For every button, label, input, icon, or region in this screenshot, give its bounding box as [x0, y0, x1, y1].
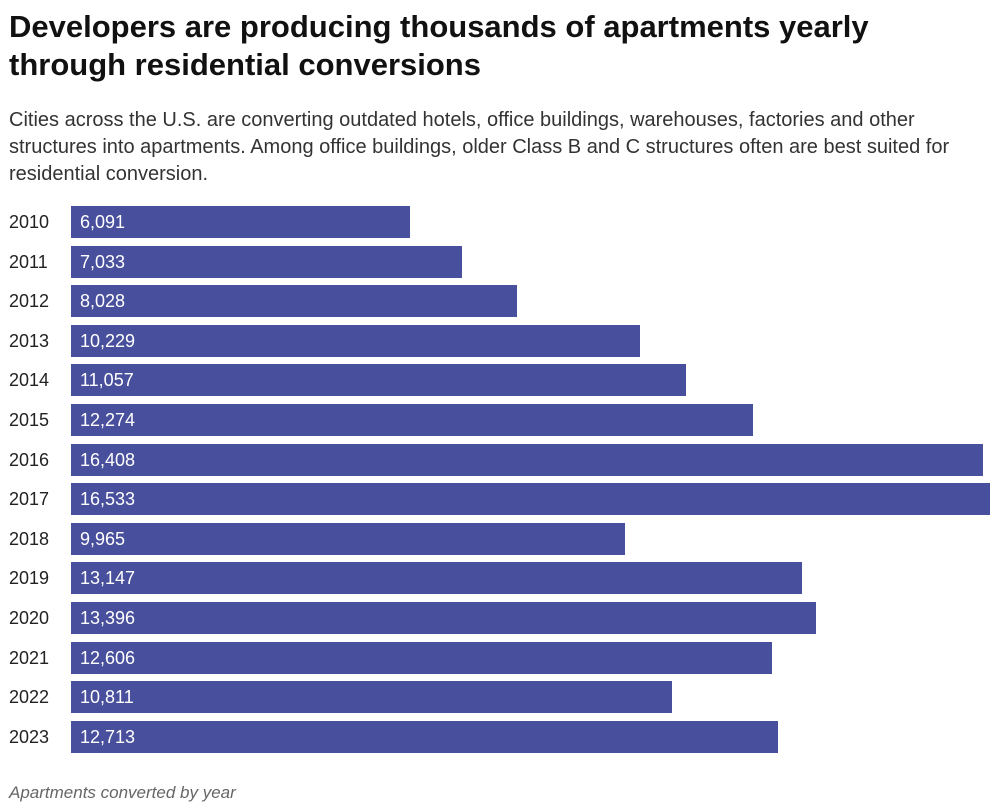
bar-value-label: 10,811 — [80, 687, 134, 708]
bar-value-label: 12,713 — [80, 726, 136, 747]
bar — [71, 324, 640, 357]
bar — [71, 562, 802, 595]
bar — [71, 681, 672, 714]
bar-value-label: 9,965 — [80, 528, 126, 549]
bar-value-label: 13,396 — [80, 608, 136, 628]
bar — [71, 443, 984, 476]
bar-value-label: 8,028 — [80, 291, 126, 312]
bar — [71, 522, 625, 555]
bar-value-label: 11,057 — [80, 370, 134, 391]
chart-subtitle: Cities across the U.S. are converting ou… — [9, 109, 950, 185]
bar-value-label: 16,533 — [80, 489, 136, 510]
bar-value-label: 13,147 — [80, 568, 136, 589]
category-label: 2021 — [9, 647, 50, 668]
chart-footer-note: Apartments converted by year — [9, 783, 236, 802]
category-label: 2015 — [9, 410, 50, 430]
category-label: 2017 — [9, 489, 50, 510]
category-label: 2023 — [9, 726, 50, 747]
category-label: 2022 — [9, 687, 50, 708]
bar-value-label: 10,229 — [80, 330, 136, 351]
bar — [71, 483, 990, 516]
category-label: 2012 — [9, 291, 50, 312]
category-label: 2014 — [9, 370, 50, 391]
bar — [71, 206, 410, 238]
category-label: 2016 — [9, 449, 50, 470]
bar-value-label: 12,274 — [80, 410, 136, 430]
bar — [71, 641, 772, 674]
bar — [71, 285, 518, 318]
chart-title: Developers are producing thousands of ap… — [9, 9, 869, 82]
bar — [71, 720, 778, 753]
category-label: 2011 — [9, 251, 48, 272]
bar-value-label: 6,091 — [80, 212, 126, 232]
category-label: 2010 — [9, 212, 50, 232]
bar — [71, 245, 462, 278]
bar — [71, 602, 816, 634]
category-label: 2018 — [9, 528, 50, 549]
category-label: 2013 — [9, 330, 50, 351]
bar — [71, 364, 686, 397]
bar-value-label: 16,408 — [80, 449, 136, 470]
bar-value-label: 12,606 — [80, 647, 136, 668]
bar — [71, 404, 754, 436]
category-label: 2020 — [9, 608, 50, 628]
category-label: 2019 — [9, 568, 50, 589]
bar-value-label: 7,033 — [80, 251, 126, 272]
